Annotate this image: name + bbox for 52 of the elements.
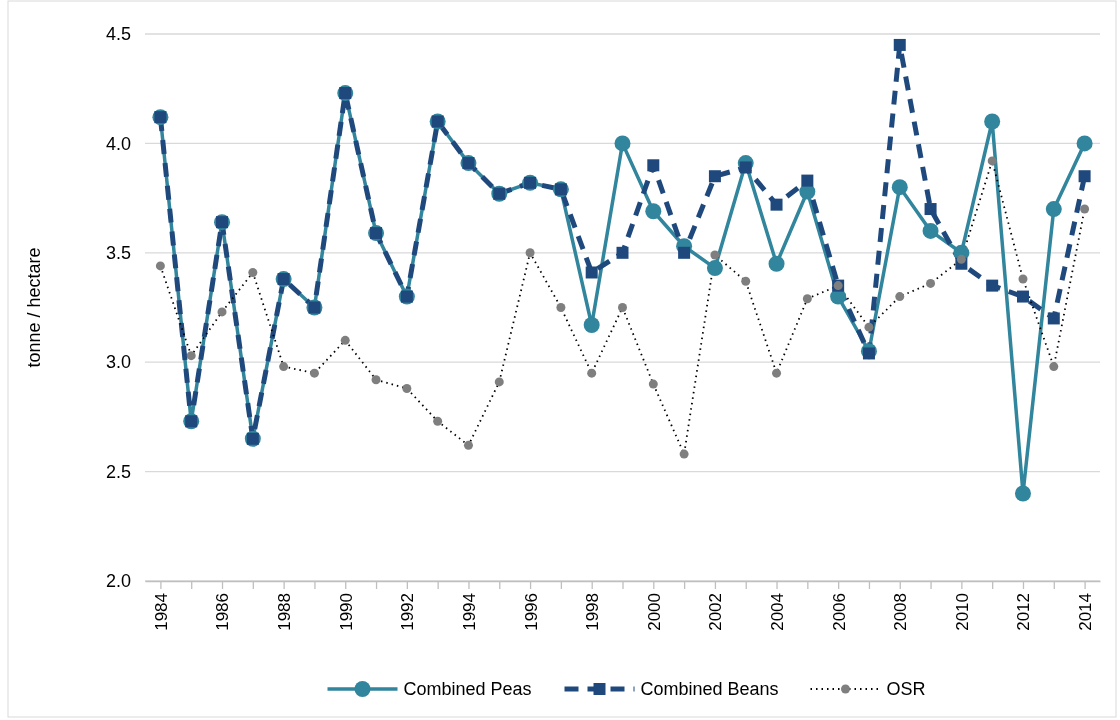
point (862, 347, 875, 360)
x-tick-label: 1988 (275, 593, 295, 631)
y-tick-label: 4.5 (105, 24, 131, 45)
y-tick-label: 4.0 (105, 133, 131, 154)
point (647, 159, 660, 172)
x-tick-label: 2008 (891, 593, 911, 631)
x-tick-label: 2002 (706, 593, 726, 631)
point (1016, 290, 1029, 303)
x-tick-label: 2014 (1076, 593, 1096, 631)
point (770, 198, 783, 211)
y-tick-label: 3.5 (105, 243, 131, 264)
x-tick-label: 1992 (398, 593, 418, 631)
y-tick-label: 2.5 (105, 461, 131, 482)
point (1047, 312, 1060, 325)
point (893, 38, 906, 51)
point (986, 279, 999, 292)
point (645, 203, 662, 220)
point (922, 222, 939, 239)
x-tick-label: 1996 (521, 593, 541, 631)
legend-label: Combined Beans (640, 679, 779, 700)
point (1045, 201, 1062, 218)
x-tick-label: 2010 (952, 593, 972, 631)
point (706, 260, 723, 277)
point (768, 255, 785, 272)
x-tick-label: 2004 (767, 593, 787, 631)
point (739, 161, 752, 174)
point (1078, 170, 1091, 183)
legend-label: OSR (886, 679, 926, 700)
x-tick-label: 1998 (583, 593, 603, 631)
point (984, 113, 1001, 130)
point (616, 246, 629, 259)
point (801, 174, 814, 187)
x-tick-label: 2006 (829, 593, 849, 631)
point (585, 266, 598, 279)
y-tick-label: 3.0 (105, 352, 131, 373)
x-tick-label: 1986 (213, 593, 233, 631)
legend-label: Combined Peas (403, 679, 532, 700)
point (924, 203, 937, 216)
x-tick-label: 2000 (644, 593, 664, 631)
point (891, 179, 908, 196)
x-tick-label: 1994 (459, 593, 479, 631)
point (1014, 485, 1031, 502)
x-tick-label: 1990 (336, 593, 356, 631)
x-tick-label: 1984 (151, 593, 171, 631)
point (708, 170, 721, 183)
point (1076, 135, 1093, 152)
point (678, 246, 691, 259)
y-tick-label: 2.0 (105, 571, 131, 592)
point (583, 317, 600, 333)
x-tick-label: 2012 (1014, 593, 1034, 631)
point (614, 135, 631, 152)
y-axis-title: tonne / hectare (24, 247, 44, 368)
